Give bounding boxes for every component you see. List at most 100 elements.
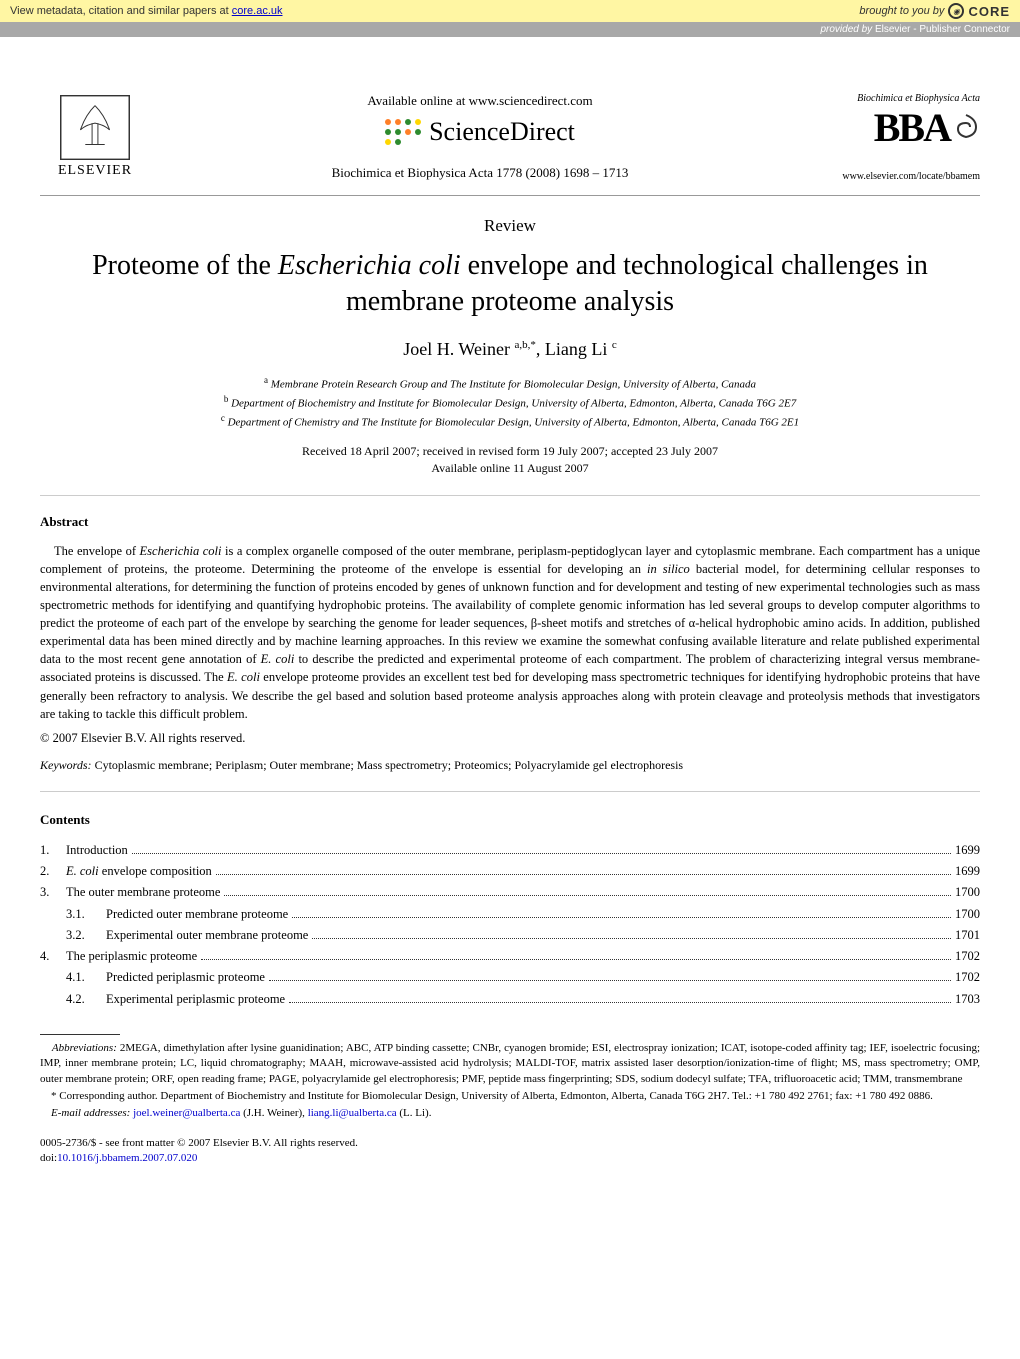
toc-number: 4.1.	[66, 967, 106, 988]
toc-number: 3.2.	[66, 925, 106, 946]
toc-dots	[292, 917, 951, 918]
elsevier-logo: ELSEVIER	[40, 87, 150, 187]
author-sep: , Liang Li	[536, 339, 612, 359]
toc-dots	[132, 853, 951, 854]
core-banner-right: brought to you by ◉ CORE	[859, 3, 1010, 19]
toc-page-number: 1700	[955, 882, 980, 903]
sd-dot	[395, 129, 401, 135]
header-divider	[40, 195, 980, 196]
author1-sup: a,b,	[514, 339, 530, 351]
abstract-copyright: © 2007 Elsevier B.V. All rights reserved…	[40, 731, 980, 746]
sd-dot	[395, 139, 401, 145]
core-link[interactable]: core.ac.uk	[232, 5, 283, 17]
article-title: Proteome of the Escherichia coli envelop…	[40, 248, 980, 321]
toc-title: The outer membrane proteome	[66, 882, 220, 903]
provider-prefix: provided by	[820, 24, 874, 35]
elsevier-tree-icon	[60, 95, 130, 160]
article-dates: Received 18 April 2007; received in revi…	[40, 443, 980, 477]
footnote-rule	[40, 1034, 120, 1035]
provider-name: Elsevier - Publisher Connector	[875, 24, 1010, 35]
toc-number: 4.2.	[66, 989, 106, 1010]
toc-row: 3.The outer membrane proteome 1700	[40, 882, 980, 903]
toc-number: 2.	[40, 861, 66, 882]
toc-number: 3.	[40, 882, 66, 903]
article-type: Review	[40, 216, 980, 236]
toc-row: 4.2.Experimental periplasmic proteome 170…	[40, 989, 980, 1010]
bba-url: www.elsevier.com/locate/bbamem	[810, 171, 980, 182]
keywords: Keywords: Cytoplasmic membrane; Periplas…	[40, 758, 980, 773]
sciencedirect-dots-icon	[385, 119, 421, 145]
doi-link[interactable]: 10.1016/j.bbamem.2007.07.020	[57, 1152, 197, 1164]
issn-line: 0005-2736/$ - see front matter © 2007 El…	[40, 1136, 980, 1151]
toc-page-number: 1700	[955, 904, 980, 925]
toc-dots	[216, 874, 951, 875]
affil-c: Department of Chemistry and The Institut…	[228, 417, 800, 429]
affiliations: a Membrane Protein Research Group and Th…	[40, 374, 980, 431]
toc-number: 4.	[40, 946, 66, 967]
abbrev-text: 2MEGA, dimethylation after lysine guanid…	[40, 1042, 980, 1085]
bba-big-text: BBA	[874, 104, 950, 151]
toc-title: Introduction	[66, 840, 128, 861]
sd-dot	[415, 119, 421, 125]
abbrev-label: Abbreviations:	[52, 1042, 117, 1054]
toc-page-number: 1699	[955, 861, 980, 882]
elsevier-text: ELSEVIER	[58, 163, 132, 179]
toc-title: Experimental periplasmic proteome	[106, 989, 285, 1010]
core-prefix: View metadata, citation and similar pape…	[10, 5, 232, 17]
toc-row: 3.2.Experimental outer membrane proteome…	[40, 925, 980, 946]
journal-header: ELSEVIER Available online at www.science…	[40, 87, 980, 187]
abstract-heading: Abstract	[40, 514, 980, 530]
toc-dots	[224, 895, 951, 896]
authors: Joel H. Weiner a,b,*, Liang Li c	[40, 339, 980, 360]
sd-dot	[405, 119, 411, 125]
toc-title: Predicted periplasmic proteome	[106, 967, 265, 988]
bba-swirl-icon	[952, 113, 980, 141]
email2-link[interactable]: liang.li@ualberta.ca	[308, 1107, 397, 1119]
bottom-info: 0005-2736/$ - see front matter © 2007 El…	[40, 1136, 980, 1167]
toc-number: 1.	[40, 840, 66, 861]
core-logo-icon: ◉	[948, 3, 964, 19]
page-content: ELSEVIER Available online at www.science…	[0, 37, 1020, 1197]
provider-bar: provided by Elsevier - Publisher Connect…	[0, 22, 1020, 37]
core-right-prefix: brought to you by	[859, 5, 944, 17]
table-of-contents: 1.Introduction 1699 2.E. coli envelope com…	[40, 840, 980, 1010]
toc-page-number: 1702	[955, 967, 980, 988]
sd-dot	[385, 129, 391, 135]
toc-row: 4.The periplasmic proteome1702	[40, 946, 980, 967]
toc-page-number: 1703	[955, 989, 980, 1010]
contents-heading: Contents	[40, 812, 980, 828]
toc-title: Predicted outer membrane proteome	[106, 904, 288, 925]
sd-dot	[395, 119, 401, 125]
dates-line1: Received 18 April 2007; received in revi…	[302, 444, 718, 458]
toc-page-number: 1699	[955, 840, 980, 861]
sciencedirect-text: ScienceDirect	[429, 117, 575, 147]
sd-dot	[385, 139, 391, 145]
abstract-top-divider	[40, 495, 980, 496]
sd-dot	[385, 119, 391, 125]
toc-dots	[201, 959, 951, 960]
bba-header-text: Biochimica et Biophysica Acta	[810, 93, 980, 104]
affil-b: Department of Biochemistry and Institute…	[231, 397, 796, 409]
header-center: Available online at www.sciencedirect.co…	[150, 93, 810, 181]
toc-row: 1.Introduction 1699	[40, 840, 980, 861]
dates-line2: Available online 11 August 2007	[431, 461, 588, 475]
author1: Joel H. Weiner	[403, 339, 514, 359]
keywords-divider	[40, 791, 980, 792]
core-brand: CORE	[968, 4, 1010, 19]
footnotes: Abbreviations: 2MEGA, dimethylation afte…	[40, 1041, 980, 1122]
title-pre: Proteome of the	[92, 250, 278, 281]
abstract-body: The envelope of Escherichia coli is a co…	[40, 542, 980, 723]
sd-dot	[405, 129, 411, 135]
toc-row: 3.1.Predicted outer membrane proteome170…	[40, 904, 980, 925]
email1-link[interactable]: joel.weiner@ualberta.ca	[133, 1107, 240, 1119]
available-online: Available online at www.sciencedirect.co…	[150, 93, 810, 109]
toc-title: E. coli envelope composition	[66, 861, 212, 882]
bba-logo: Biochimica et Biophysica Acta BBA www.el…	[810, 93, 980, 182]
toc-dots	[289, 1002, 951, 1003]
title-italic: Escherichia coli	[278, 250, 461, 281]
keywords-label: Keywords:	[40, 758, 92, 772]
core-banner: View metadata, citation and similar pape…	[0, 0, 1020, 22]
email1-paren: (J.H. Weiner),	[240, 1107, 307, 1119]
doi-label: doi:	[40, 1152, 57, 1164]
author2-sup: c	[612, 339, 617, 351]
